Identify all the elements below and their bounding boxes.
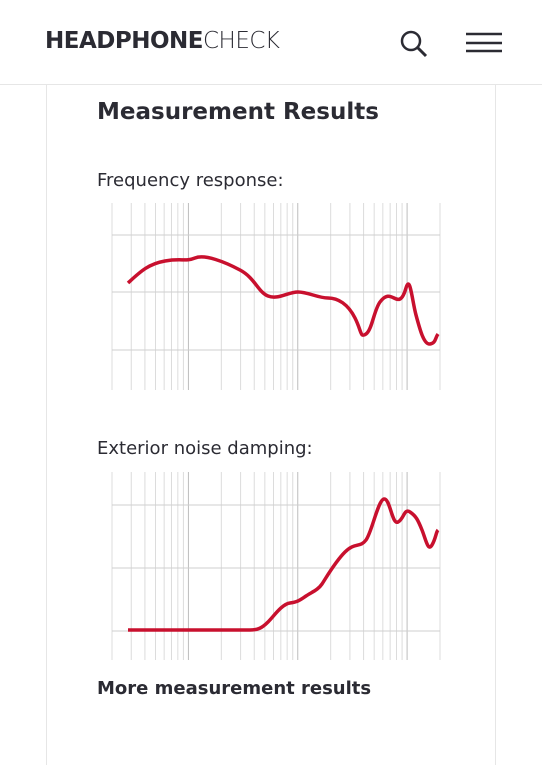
search-icon[interactable] xyxy=(398,28,430,60)
logo[interactable]: HEADPHONECHECK xyxy=(45,28,280,54)
more-link[interactable]: More measurement results xyxy=(97,678,372,699)
damping-curve xyxy=(128,497,440,632)
header: HEADPHONECHECK xyxy=(0,0,542,85)
chart-label: Frequency response: xyxy=(97,170,284,191)
section-title: Measurement Results xyxy=(97,99,379,125)
menu-icon[interactable] xyxy=(465,30,503,56)
logo-light: CHECK xyxy=(202,28,280,54)
content-card xyxy=(46,85,496,765)
frequency-curve xyxy=(126,255,440,346)
chart-label: Exterior noise damping: xyxy=(97,438,313,459)
logo-bold: HEADPHONE xyxy=(45,28,203,54)
